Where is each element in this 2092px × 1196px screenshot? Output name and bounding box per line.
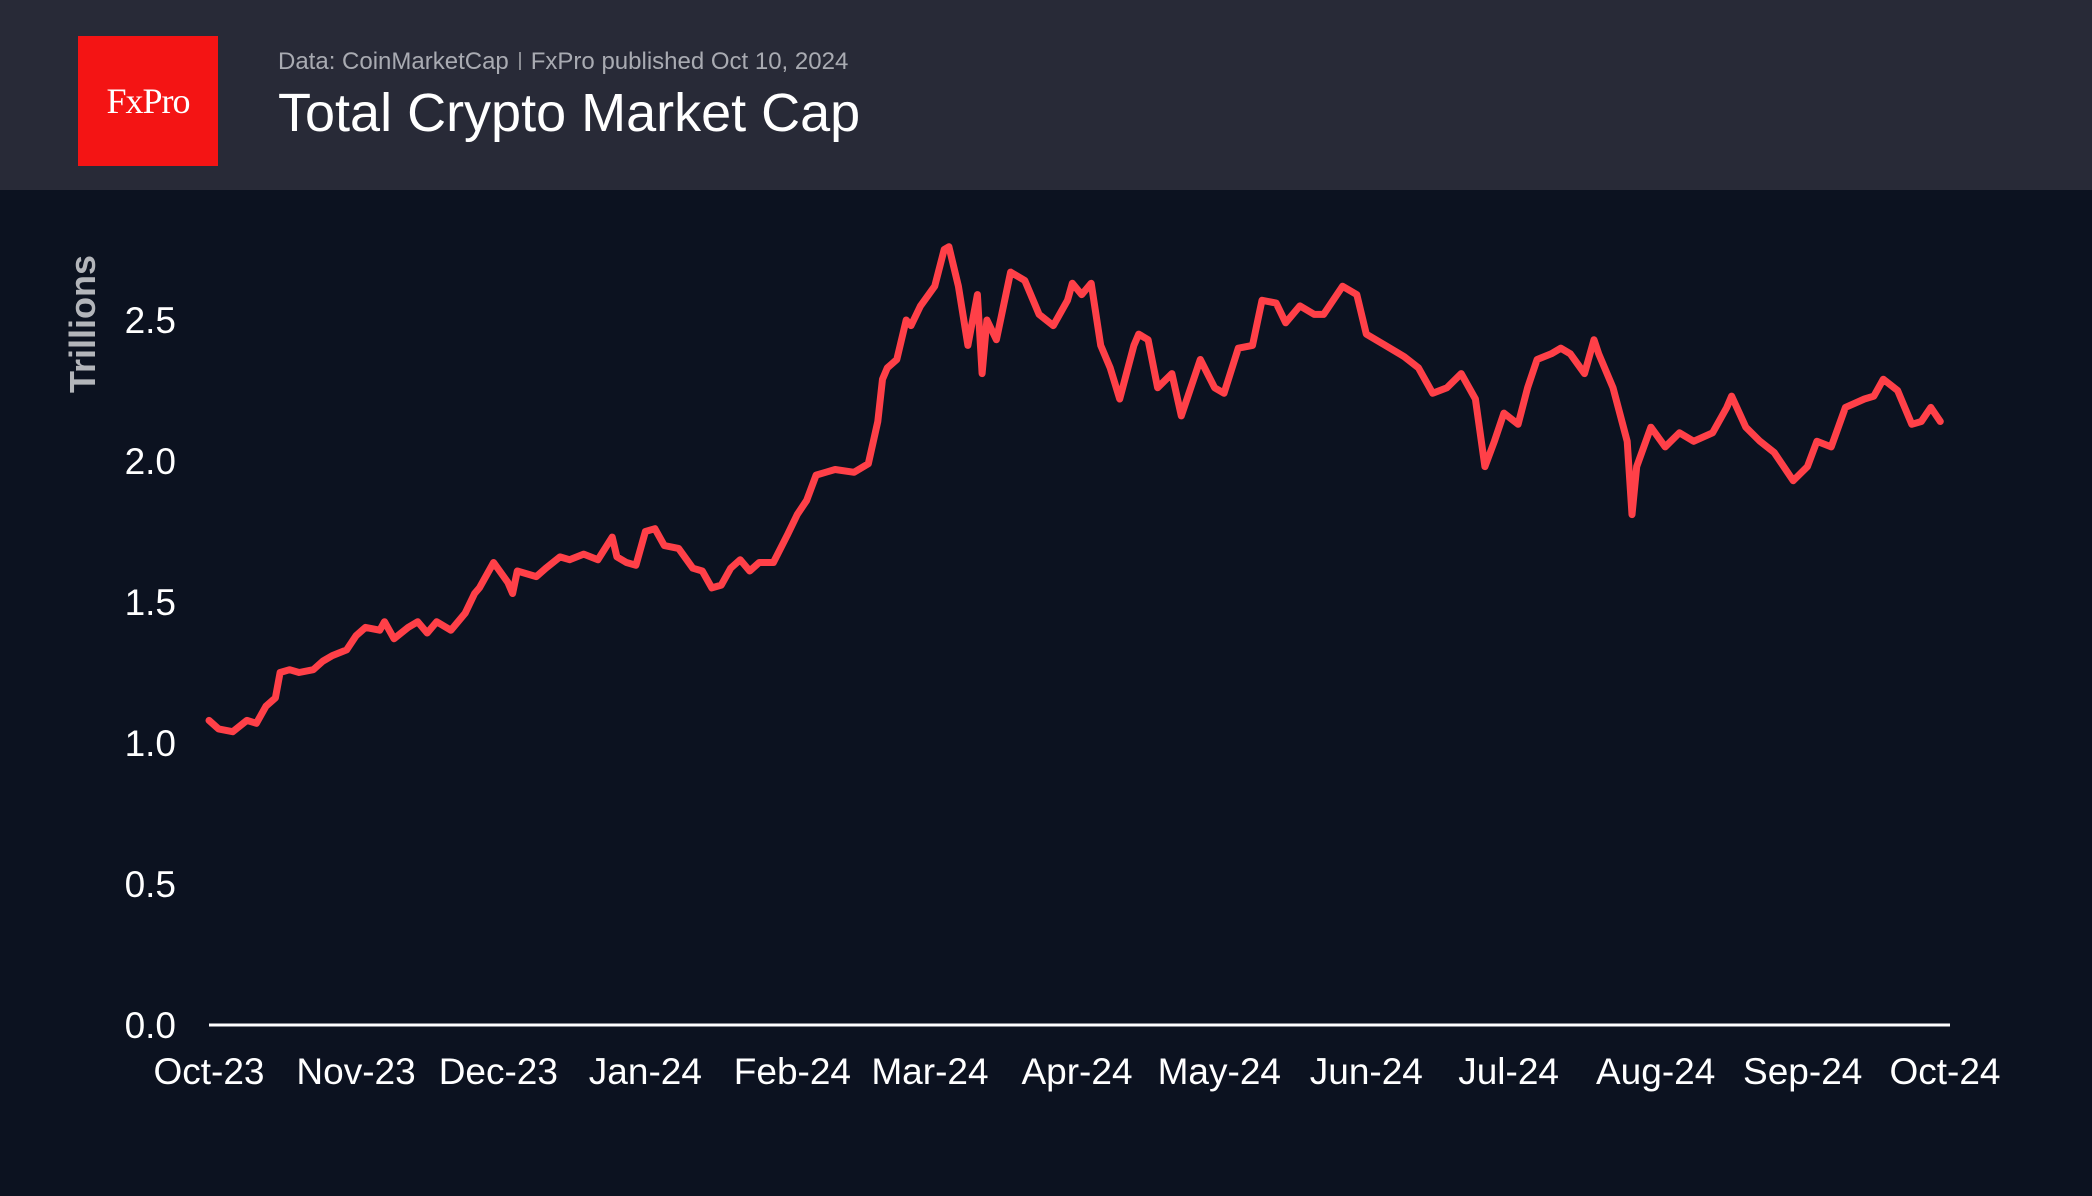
x-tick-label: Oct-23 <box>153 1051 264 1092</box>
data-source: Data: CoinMarketCap <box>278 48 509 75</box>
x-tick-label: Apr-24 <box>1021 1051 1132 1092</box>
y-tick-label: 2.0 <box>125 441 176 482</box>
x-tick-label: May-24 <box>1158 1051 1281 1092</box>
y-axis-label: Trillions <box>62 255 103 393</box>
y-tick-label: 1.5 <box>125 582 176 623</box>
header: FxPro Data: CoinMarketCap FxPro published… <box>0 0 2092 190</box>
x-tick-label: Nov-23 <box>296 1051 415 1092</box>
publisher-note: FxPro published Oct 10, 2024 <box>530 48 849 75</box>
y-tick-label: 0.0 <box>125 1005 176 1046</box>
chart-title: Total Crypto Market Cap <box>278 83 861 143</box>
y-tick-label: 1.0 <box>125 723 176 764</box>
x-tick-label: Jul-24 <box>1458 1051 1559 1092</box>
divider <box>518 52 521 70</box>
chart-subtitle: Data: CoinMarketCap FxPro published Oct 1… <box>278 48 848 76</box>
x-tick-label: Mar-24 <box>871 1051 988 1092</box>
fxpro-logo: FxPro <box>78 36 218 166</box>
x-tick-label: Jan-24 <box>589 1051 702 1092</box>
series-line <box>205 243 1944 736</box>
y-tick-label: 0.5 <box>125 864 176 905</box>
x-tick-label: Jun-24 <box>1310 1051 1423 1092</box>
x-tick-label: Dec-23 <box>439 1051 558 1092</box>
x-tick-label: Aug-24 <box>1596 1051 1715 1092</box>
x-tick-label: Sep-24 <box>1743 1051 1862 1092</box>
y-tick-label: 2.5 <box>125 300 176 341</box>
logo-text: FxPro <box>106 81 190 121</box>
x-tick-label: Feb-24 <box>734 1051 851 1092</box>
x-tick-label: Oct-24 <box>1889 1051 2000 1092</box>
